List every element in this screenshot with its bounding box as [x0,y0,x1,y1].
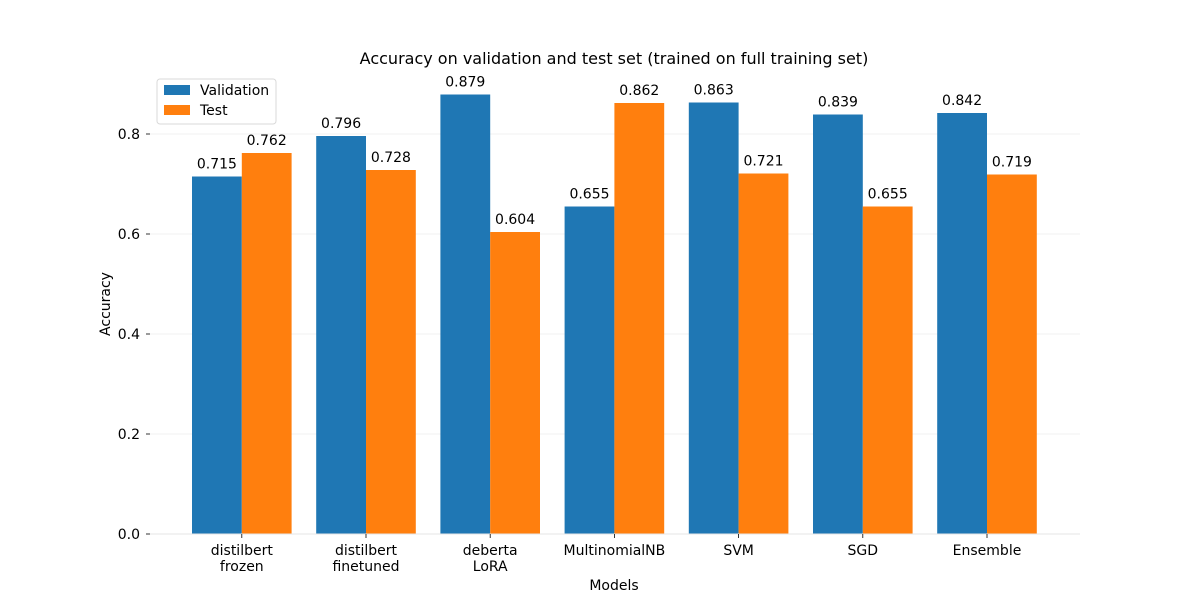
bar-test [490,232,540,534]
legend-label-validation: Validation [200,83,269,99]
bar-validation [688,102,739,534]
x-tick-label: SGD [848,543,879,559]
x-tick-label: distilbert finetuned [332,543,399,575]
x-tick-label: SVM [723,543,754,559]
data-label-validation: 0.863 [694,83,734,99]
data-label-validation: 0.879 [445,75,485,91]
legend-swatch-test [164,105,190,115]
bar-validation [813,114,863,534]
data-label-validation: 0.715 [197,157,237,173]
x-axis-label: Models [589,578,638,594]
x-tick-label: Ensemble [953,543,1022,559]
legend-swatch-validation [164,85,190,95]
data-label-test: 0.721 [743,154,783,170]
bar-test [987,174,1037,534]
x-tick-label: deberta LoRA [463,543,518,575]
bar-validation [440,94,491,534]
data-label-test: 0.862 [619,83,659,99]
bar-test [241,153,292,534]
data-label-test: 0.604 [495,212,535,228]
data-label-validation: 0.842 [942,93,982,109]
y-tick-label: 0.4 [118,327,140,343]
y-tick-label: 0.8 [118,127,140,143]
bar-validation [564,206,615,534]
bars-layer: 0.715 0.762 0.796 0.728 0.879 0.604 0.655 0.862… [192,75,1037,534]
data-label-validation: 0.839 [818,95,858,111]
bar-test [738,173,789,534]
y-tick-label: 0.2 [118,427,140,443]
bar-validation [192,176,242,534]
legend: Validation Test [156,78,277,125]
bar-test [862,206,913,534]
chart-title: Accuracy on validation and test set (tra… [360,49,869,68]
data-label-validation: 0.655 [569,187,609,203]
y-axis: 0.0 0.2 0.4 0.6 0.8 [118,127,150,543]
x-tick-label: distilbert frozen [211,543,274,575]
bar-test [614,103,665,534]
data-label-test: 0.728 [371,150,411,166]
legend-label-test: Test [199,103,228,119]
data-label-test: 0.655 [868,187,908,203]
data-label-validation: 0.796 [321,116,361,132]
y-tick-label: 0.0 [118,527,140,543]
data-label-test: 0.719 [992,155,1032,171]
x-tick-label: MultinomialNB [564,543,666,559]
x-axis: distilbert frozen distilbert finetuned deber… [211,534,1022,575]
y-axis-label: Accuracy [98,272,114,336]
y-tick-label: 0.6 [118,227,140,243]
bar-validation [937,113,987,534]
data-label-test: 0.762 [247,133,287,149]
bar-test [366,170,416,534]
bar-validation [316,136,366,534]
